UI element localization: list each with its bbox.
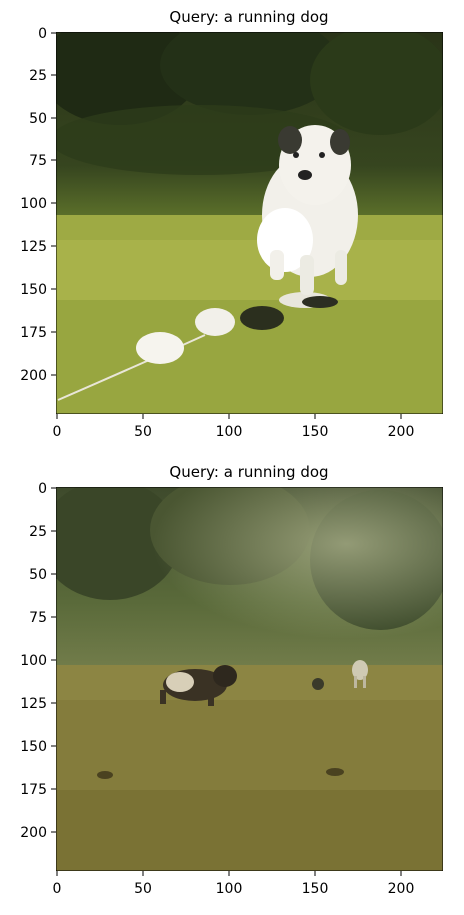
panel-1-image (56, 32, 443, 414)
panel-1-y-tick: 150 (20, 282, 47, 298)
panel-2-x-tick: 100 (216, 881, 243, 897)
panel-2-x-axis: 0 50 100 150 200 (53, 871, 415, 897)
panel-2-y-tick: 0 (38, 481, 47, 497)
panel-2-x-tick: 50 (134, 881, 152, 897)
panel-2-x-tick: 0 (53, 881, 62, 897)
panel-1-y-tick: 100 (20, 196, 47, 212)
panel-1-y-tick: 125 (20, 239, 47, 255)
panel-1-x-tick: 0 (53, 424, 62, 440)
panel-1-y-tick: 175 (20, 325, 47, 341)
panel-2-y-tick: 175 (20, 782, 47, 798)
panel-2-y-tick: 100 (20, 653, 47, 669)
panel-1-x-tick: 50 (134, 424, 152, 440)
panel-1-y-axis: 0 25 50 75 100 125 150 175 200 (20, 26, 56, 384)
panel-1-x-tick: 100 (216, 424, 243, 440)
panel-2-y-tick: 150 (20, 739, 47, 755)
panel-1-y-tick: 50 (29, 111, 47, 127)
panel-1-title: Query: a running dog (169, 8, 328, 26)
panel-2: Query: a running dog (20, 463, 443, 897)
panel-2-y-tick: 200 (20, 825, 47, 841)
panel-1: Query: a running dog (20, 8, 443, 440)
panel-1-x-axis: 0 50 100 150 200 (53, 414, 415, 440)
panel-2-y-tick: 25 (29, 524, 47, 540)
panel-2-x-tick: 200 (388, 881, 415, 897)
panel-2-y-axis: 0 25 50 75 100 125 150 175 200 (20, 481, 56, 841)
panel-1-x-tick: 200 (388, 424, 415, 440)
panel-1-x-tick: 150 (302, 424, 329, 440)
panel-2-y-tick: 50 (29, 567, 47, 583)
panel-2-y-tick: 125 (20, 696, 47, 712)
panel-1-y-tick: 25 (29, 68, 47, 84)
panel-1-y-tick: 75 (29, 153, 47, 169)
panel-1-y-tick: 200 (20, 368, 47, 384)
panel-1-y-tick: 0 (38, 26, 47, 42)
panel-2-y-tick: 75 (29, 610, 47, 626)
panel-2-image (56, 487, 443, 871)
panel-2-x-tick: 150 (302, 881, 329, 897)
panel-2-title: Query: a running dog (169, 463, 328, 481)
